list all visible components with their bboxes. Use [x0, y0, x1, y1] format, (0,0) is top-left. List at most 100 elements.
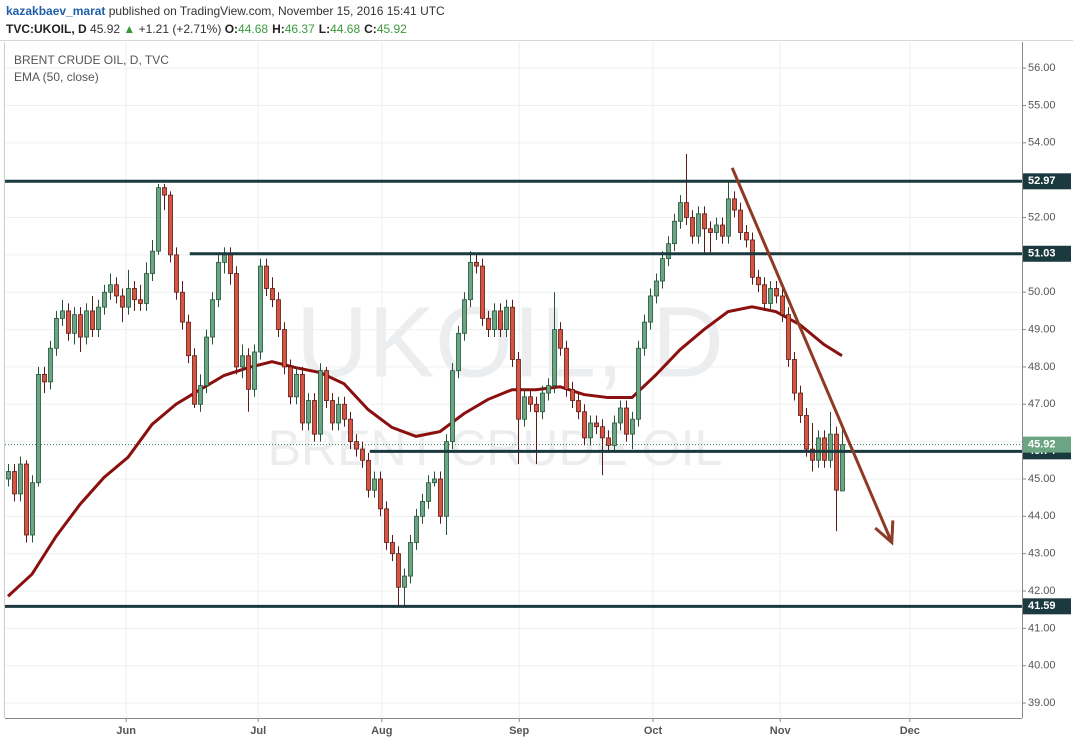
candle-body — [60, 310, 65, 319]
candle-body — [786, 314, 791, 360]
level-label-box — [1023, 245, 1071, 262]
candle-body — [660, 258, 665, 282]
price: 45.92 — [90, 22, 121, 36]
candle-body — [276, 299, 281, 330]
candle-body — [756, 276, 761, 286]
candle-body — [768, 288, 773, 304]
x-tick-label: Aug — [371, 725, 392, 737]
candle-body — [156, 187, 161, 252]
candle-body — [240, 355, 245, 368]
candle-body — [450, 370, 455, 443]
candle-body — [438, 478, 443, 517]
y-tick-label: 41.00 — [1028, 622, 1056, 634]
candle-body — [582, 411, 587, 439]
candle-body — [360, 448, 365, 461]
ohlc-label: O: — [224, 22, 239, 36]
candle-body — [12, 471, 17, 495]
candle-body — [738, 209, 743, 233]
candle-body — [606, 437, 611, 446]
user-link[interactable]: kazakbaev_marat — [6, 4, 106, 18]
quote-line: TVC:UKOIL, D 45.92 ▲ +1.21 (+2.71%) O:44… — [6, 20, 445, 38]
candle-body — [678, 202, 683, 222]
candle-body — [180, 291, 185, 323]
y-tick-label: 52.00 — [1028, 211, 1056, 223]
candle-body — [318, 370, 323, 435]
candle-body — [708, 228, 713, 233]
candle-body — [270, 288, 275, 301]
ohlc-label: L: — [318, 22, 331, 36]
candle-body — [486, 317, 491, 330]
header-line: kazakbaev_marat published on TradingView… — [6, 2, 445, 20]
candle-body — [24, 463, 29, 536]
candle-body — [162, 187, 167, 196]
candle-body — [642, 321, 647, 349]
candle-body — [258, 265, 263, 353]
candle-body — [546, 385, 551, 394]
candle-body — [228, 254, 233, 274]
arrow-head — [874, 520, 895, 546]
candle-body — [288, 366, 293, 398]
candle-body — [744, 232, 749, 241]
last-price-box — [1023, 436, 1071, 453]
candle-body — [246, 355, 251, 390]
ohlc-value: 45.92 — [376, 22, 407, 36]
candle-body — [588, 422, 593, 439]
candle-body — [78, 314, 83, 338]
candle-body — [282, 329, 287, 368]
y-tick-label: 44.00 — [1028, 510, 1056, 522]
candle-body — [150, 250, 155, 274]
candle-body — [612, 422, 617, 446]
candle-body — [534, 403, 539, 413]
candle-body — [474, 261, 479, 267]
candle-body — [570, 388, 575, 401]
candle-body — [468, 261, 473, 301]
candle-body — [462, 299, 467, 334]
candle-body — [732, 198, 737, 211]
candle-body — [834, 433, 839, 491]
y-tick-label: 49.00 — [1028, 323, 1056, 335]
ohlc-value: 44.68 — [238, 22, 269, 36]
candle-body — [576, 400, 581, 413]
up-arrow: ▲ — [123, 22, 136, 36]
ohlc-value: 46.37 — [284, 22, 315, 36]
x-tick-label: Jun — [116, 725, 136, 737]
candle-body — [186, 321, 191, 357]
y-tick-label: 39.00 — [1028, 697, 1056, 709]
candle-body — [378, 478, 383, 510]
candle-body — [552, 329, 557, 387]
legend-entry: EMA (50, close) — [14, 70, 99, 84]
candle-body — [42, 373, 47, 383]
level-label: 41.59 — [1028, 600, 1056, 612]
candle-body — [390, 542, 395, 555]
candle-body — [714, 224, 719, 233]
candle-body — [204, 336, 209, 387]
ema-line — [6, 305, 843, 598]
candle-body — [540, 392, 545, 413]
candle-body — [414, 515, 419, 543]
candle-body — [348, 418, 353, 443]
candle-body — [312, 400, 317, 435]
x-tick-label: Dec — [900, 725, 920, 737]
candle-body — [324, 370, 329, 401]
candle-body — [624, 407, 629, 435]
candle-body — [684, 202, 689, 218]
candle-body — [594, 422, 599, 428]
candle-body — [174, 254, 179, 293]
y-tick-label: 54.00 — [1028, 137, 1056, 149]
candle-body — [672, 220, 677, 245]
candle-body — [558, 329, 563, 349]
candle-body — [510, 306, 515, 360]
candle-body — [96, 306, 101, 330]
y-tick-label: 47.00 — [1028, 398, 1056, 410]
ohlc: O:44.68 H:46.37 L:44.68 C:45.92 — [225, 22, 411, 36]
candle-body — [330, 400, 335, 424]
candle-body — [630, 418, 635, 435]
candle-body — [810, 448, 815, 461]
candle-body — [30, 482, 35, 536]
candle-body — [300, 373, 305, 424]
candle-body — [498, 310, 503, 330]
y-tick-label: 48.00 — [1028, 361, 1056, 373]
level-label: 52.97 — [1028, 175, 1056, 187]
candle-body — [18, 463, 23, 495]
